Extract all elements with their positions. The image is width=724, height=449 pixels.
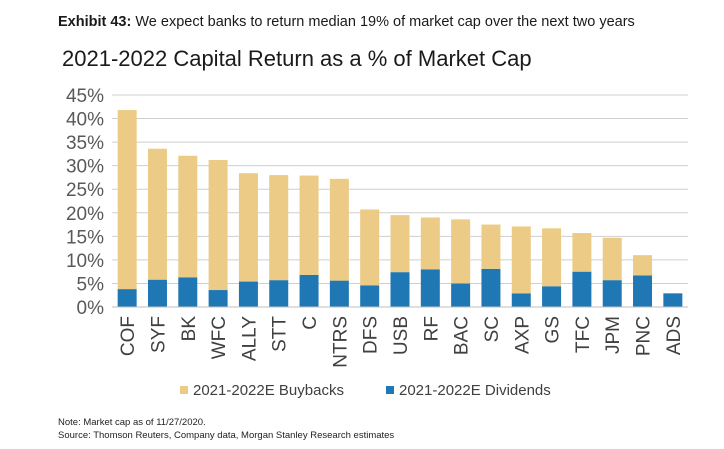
bar-buybacks [542, 228, 562, 287]
bar-dividends [542, 286, 562, 307]
y-tick-label: 10% [66, 251, 104, 272]
y-tick-label: 20% [66, 204, 104, 225]
y-tick-label: 35% [66, 133, 104, 154]
bar-dividends [178, 277, 198, 307]
x-tick-label: DFS [361, 316, 382, 354]
x-tick-label: PNC [634, 316, 655, 356]
legend-swatch [386, 386, 394, 394]
y-tick-label: 40% [66, 110, 104, 131]
y-tick-label: 5% [77, 274, 105, 295]
bar-dividends [269, 280, 289, 307]
bar-buybacks [117, 110, 137, 290]
x-tick-label: RF [421, 316, 442, 341]
bar-buybacks [178, 155, 198, 278]
bar-dividends [299, 274, 319, 307]
x-tick-label: BK [179, 316, 200, 342]
y-tick-label: 25% [66, 180, 104, 201]
chart-title: 2021-2022 Capital Return as a % of Marke… [62, 46, 532, 71]
exhibit-label: Exhibit 43: [58, 14, 132, 30]
bar-buybacks [360, 209, 380, 286]
bar-dividends [602, 280, 622, 307]
bar-dividends [481, 268, 501, 307]
bar-buybacks [451, 219, 471, 284]
bar-dividends [208, 290, 228, 307]
bar-buybacks [390, 215, 410, 273]
y-tick-label: 15% [66, 227, 104, 248]
x-tick-label: JPM [603, 316, 624, 354]
x-tick-label: C [300, 316, 321, 330]
x-tick-label: SC [482, 316, 503, 342]
bar-dividends [420, 269, 440, 307]
bar-dividends [451, 283, 471, 307]
bar-buybacks [572, 233, 592, 272]
bar-buybacks [238, 173, 258, 282]
x-tick-label: WFC [209, 316, 230, 359]
bar-dividends [117, 289, 137, 307]
x-tick-label: ADS [664, 316, 685, 355]
bar-buybacks [481, 224, 501, 269]
bar-buybacks [511, 226, 531, 294]
bar-dividends [329, 280, 349, 307]
x-tick-label: COF [118, 316, 139, 356]
chart-source: Source: Thomson Reuters, Company data, M… [58, 430, 395, 441]
x-tick-label: TFC [573, 316, 594, 353]
x-tick-label: GS [543, 316, 564, 343]
bar-buybacks [299, 175, 319, 275]
x-tick-label: USB [391, 316, 412, 355]
y-tick-label: 45% [66, 86, 104, 107]
bar-buybacks [633, 255, 653, 276]
x-tick-label: ALLY [239, 316, 260, 361]
bar-dividends [360, 285, 380, 307]
exhibit-text: We expect banks to return median 19% of … [135, 14, 635, 30]
bar-buybacks [602, 237, 622, 281]
bar-dividends [572, 271, 592, 307]
bar-dividends [663, 293, 683, 307]
bar-buybacks [329, 178, 349, 281]
legend-label: 2021-2022E Buybacks [193, 382, 344, 399]
bar-dividends [238, 281, 258, 307]
bar-dividends [147, 279, 167, 307]
bar-buybacks [269, 175, 289, 281]
x-tick-label: BAC [452, 316, 473, 355]
bar-buybacks [147, 148, 167, 280]
bar-dividends [511, 293, 531, 307]
x-tick-label: SYF [148, 316, 169, 353]
x-tick-label: AXP [512, 316, 533, 354]
x-tick-label: STT [270, 316, 291, 352]
legend-swatch [180, 386, 188, 394]
y-tick-label: 0% [77, 298, 105, 319]
x-tick-label: NTRS [330, 316, 351, 368]
chart-note: Note: Market cap as of 11/27/2020. [58, 417, 206, 428]
bar-dividends [633, 275, 653, 307]
y-tick-label: 30% [66, 157, 104, 178]
bar-buybacks [208, 160, 228, 291]
bar-buybacks [420, 217, 440, 270]
exhibit-caption: Exhibit 43: We expect banks to return me… [58, 14, 635, 30]
bar-dividends [390, 272, 410, 307]
legend-label: 2021-2022E Dividends [399, 382, 551, 399]
